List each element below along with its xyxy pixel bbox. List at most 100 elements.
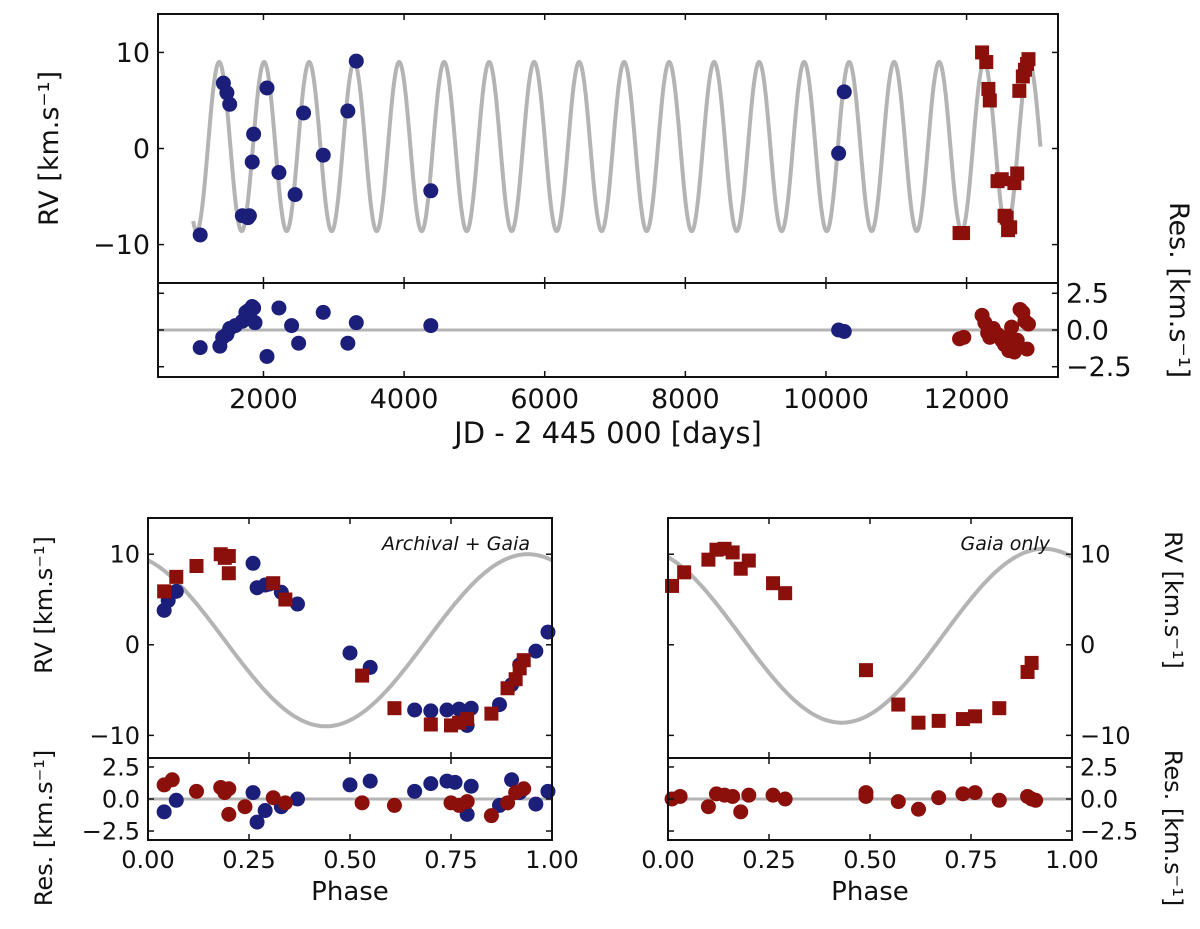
gaia-point: [741, 787, 757, 803]
gaia-point: [1006, 344, 1022, 360]
gaia-point: [1028, 792, 1044, 808]
gaia-point: [1020, 316, 1036, 332]
y-tick-label: 10: [116, 38, 150, 69]
archival-point: [407, 783, 423, 799]
panel-phase-archival-gaia-residuals: −2.5 0.0 2.5 0.00 0.25 0.50 0.75 1.00 Phase Res. …: [30, 750, 579, 907]
model-curve: [191, 59, 1043, 234]
archival-point: [291, 335, 307, 351]
gaia-point: [911, 715, 926, 730]
archival-point: [168, 583, 184, 599]
archival-point: [287, 187, 303, 203]
gaia-point: [677, 565, 692, 580]
archival-point: [192, 227, 208, 243]
y-tick-label: 2.5: [102, 753, 140, 781]
gaia-point: [982, 93, 997, 108]
archival-point: [241, 208, 257, 224]
gaia-point: [221, 549, 236, 564]
y-tick-label: 0.0: [1066, 315, 1109, 346]
panel-phase-gaia-residuals: −2.5 0.0 2.5 0.00 0.25 0.50 0.75 1.00 Phase Res. …: [641, 750, 1187, 907]
x-tick-label: 1.00: [1045, 846, 1098, 874]
gaia-point: [237, 799, 253, 815]
y-tick-label: −2.5: [1080, 817, 1138, 845]
archival-point: [315, 147, 331, 163]
archival-point: [447, 774, 463, 790]
y-tick-label: 0: [125, 631, 140, 659]
y-tick-label: 0.0: [102, 785, 140, 813]
archival-point: [156, 804, 172, 820]
gaia-point: [956, 226, 971, 241]
gaia-point: [765, 787, 781, 803]
x-tick-label: 0.00: [641, 846, 694, 874]
y-tick-label: 0: [133, 134, 150, 165]
archival-point: [463, 778, 479, 794]
archival-point: [423, 183, 439, 199]
archival-point: [257, 803, 273, 819]
archival-point: [296, 105, 312, 121]
archival-point: [271, 165, 287, 181]
y-tick-label: −10: [1080, 722, 1131, 750]
gaia-point: [483, 808, 499, 824]
gaia-point: [516, 653, 531, 668]
archival-point: [423, 703, 439, 719]
archival-point: [246, 300, 262, 316]
archival-point: [222, 96, 238, 112]
x-tick-label: 0.25: [742, 846, 795, 874]
panel-phase-gaia-rv: −10 0 10 RV [km.s⁻¹] Gaia only: [665, 517, 1187, 759]
archival-point: [836, 323, 852, 339]
archival-point: [245, 785, 261, 801]
archival-point: [407, 702, 423, 718]
archival-point: [423, 776, 439, 792]
gaia-point: [386, 797, 402, 813]
archival-point: [219, 85, 235, 101]
y-tick-label: 0: [1080, 631, 1095, 659]
axes-frame: [157, 13, 1059, 284]
gaia-point: [221, 781, 237, 797]
panel-annotation: Gaia only: [960, 533, 1050, 555]
gaia-point: [968, 709, 983, 724]
model-curve: [147, 552, 553, 729]
gaia-point: [931, 790, 947, 806]
y-axis-label: RV [km.s⁻¹]: [30, 536, 58, 674]
y-tick-label: 10: [1080, 541, 1111, 569]
x-tick-label: 2000: [229, 384, 298, 415]
archival-point: [348, 53, 364, 69]
panel-phase-archival-gaia-rv: −10 0 10 RV [km.s⁻¹] Archival + Gaia: [30, 517, 556, 759]
y-tick-label: −10: [89, 722, 140, 750]
gaia-point: [858, 663, 873, 678]
gaia-point: [931, 713, 946, 728]
archival-point: [504, 772, 520, 788]
gaia-point: [484, 706, 499, 721]
archival-point: [342, 645, 358, 661]
gaia-point: [277, 795, 293, 811]
archival-point: [289, 596, 305, 612]
x-tick-label: 0.50: [843, 846, 896, 874]
x-axis-label: JD - 2 445 000 [days]: [452, 416, 762, 450]
y-tick-label: 2.5: [1080, 753, 1118, 781]
x-tick-label: 6000: [510, 384, 579, 415]
archival-point: [289, 791, 305, 807]
gaia-point: [221, 566, 236, 581]
archival-point: [540, 624, 556, 640]
archival-point: [168, 792, 184, 808]
gaia-point: [1024, 655, 1039, 670]
archival-point: [259, 348, 275, 364]
gaia-point: [910, 801, 926, 817]
gaia-point: [266, 576, 281, 591]
x-tick-label: 0.50: [323, 846, 376, 874]
gaia-point: [956, 329, 972, 345]
archival-point: [528, 796, 544, 812]
gaia-point: [858, 788, 874, 804]
x-tick-label: 8000: [651, 384, 720, 415]
y-axis-label: Res. [km.s⁻¹]: [1159, 750, 1187, 907]
archival-point: [831, 145, 847, 161]
y-axis-label: Res. [km.s⁻¹]: [30, 750, 58, 907]
gaia-point: [164, 772, 180, 788]
gaia-point: [725, 788, 741, 804]
panel-time-rv: −10 0 10 RV [km.s⁻¹]: [34, 13, 1059, 284]
archival-point: [362, 773, 378, 789]
y-tick-label: 0.0: [1080, 785, 1118, 813]
gaia-point: [169, 569, 184, 584]
x-tick-label: 0.25: [222, 846, 275, 874]
archival-point: [192, 340, 208, 356]
y-axis-label: RV [km.s⁻¹]: [1159, 531, 1187, 669]
